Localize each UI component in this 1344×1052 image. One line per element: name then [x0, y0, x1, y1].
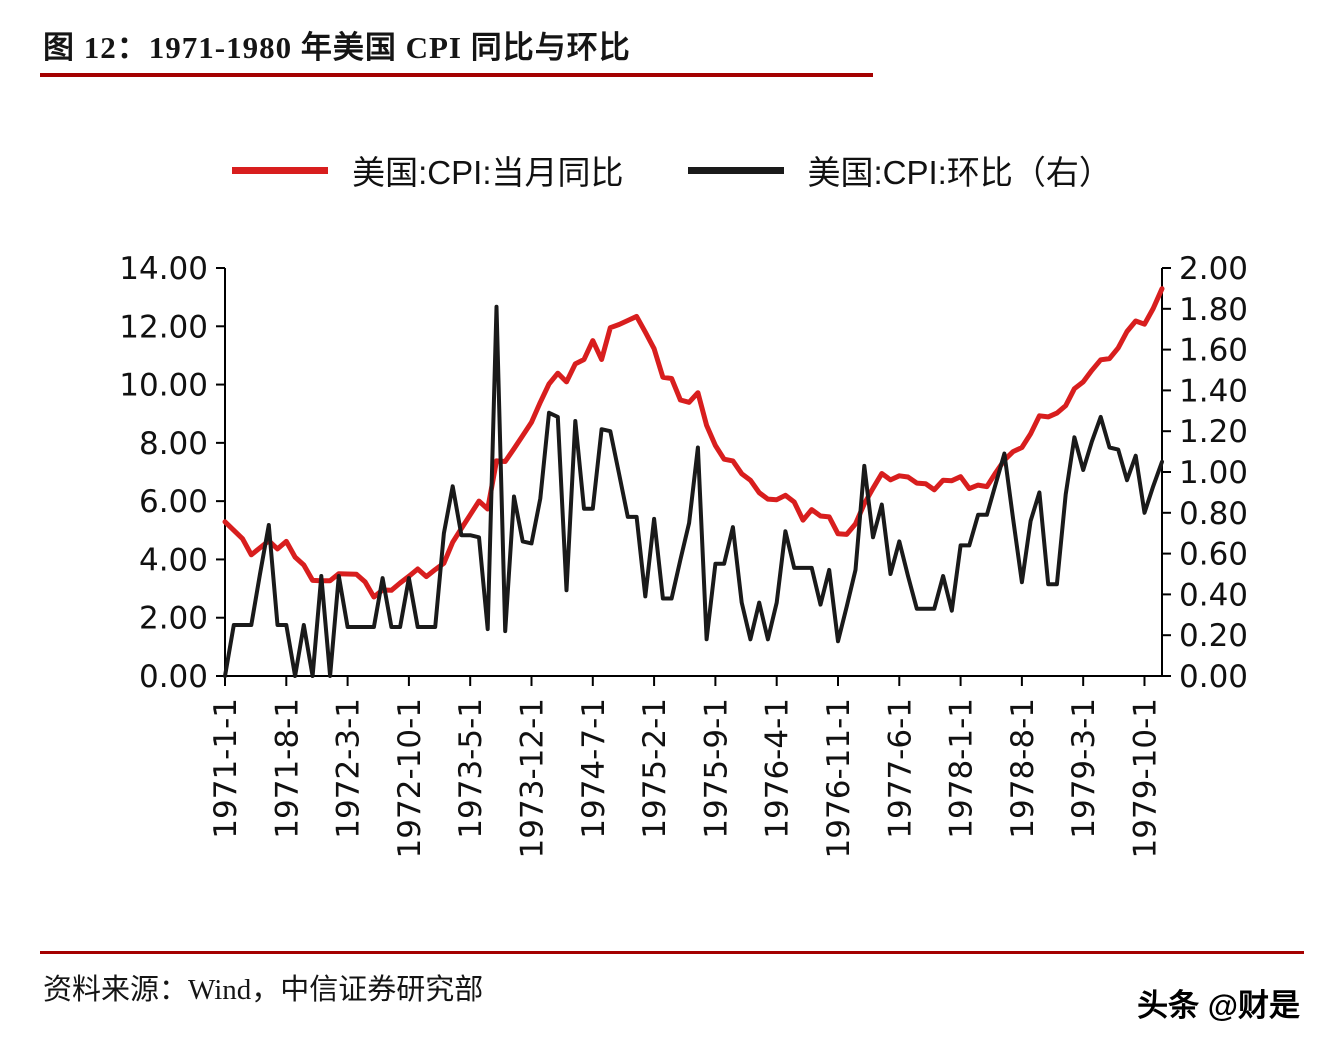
- x-axis-tick-label: 1971-1-1: [208, 698, 244, 839]
- right-axis-tick-label: 1.20: [1179, 414, 1248, 450]
- right-axis-tick-label: 0.00: [1179, 659, 1248, 695]
- right-axis-tick-label: 0.60: [1179, 537, 1248, 573]
- legend-item-mom: 美国:CPI:环比（右）: [687, 146, 1112, 194]
- x-axis-tick-label: 1972-10-1: [392, 698, 428, 858]
- right-axis-tick-label: 0.80: [1179, 496, 1248, 532]
- x-axis-tick-label: 1978-1-1: [944, 698, 980, 839]
- left-axis-tick-label: 12.00: [119, 309, 208, 345]
- legend-item-yoy: 美国:CPI:当月同比: [232, 146, 624, 194]
- left-axis-tick-label: 2.00: [139, 601, 208, 637]
- right-axis-tick-label: 0.40: [1179, 577, 1248, 613]
- yoy-line-swatch-icon: [232, 166, 329, 174]
- x-axis-tick-label: 1978-8-1: [1005, 698, 1041, 839]
- left-axis-tick-label: 0.00: [139, 659, 208, 695]
- right-axis-tick-label: 1.00: [1179, 455, 1248, 491]
- cpi-chart-svg: 0.00 2.00 4.00 6.00 8.00 10.00 12.00 14.00 0.00 0…: [119, 251, 1248, 858]
- x-axis-tick-label: 1979-10-1: [1127, 698, 1163, 858]
- left-axis-tick-label: 8.00: [139, 426, 208, 462]
- mom-line-swatch-icon: [687, 166, 784, 174]
- x-axis-tick-label: 1973-12-1: [514, 698, 550, 858]
- left-axis-tick-label: 6.00: [139, 484, 208, 520]
- left-axis-tick-label: 4.00: [139, 542, 208, 578]
- right-axis-tick-label: 2.00: [1179, 251, 1248, 287]
- x-axis-tick-label: 1974-7-1: [576, 698, 612, 839]
- left-axis-tick-label: 10.00: [119, 368, 208, 404]
- left-axis-tick-label: 14.00: [119, 251, 208, 287]
- chart-legend: 美国:CPI:当月同比 美国:CPI:环比（右）: [0, 146, 1344, 194]
- x-axis-tick-label: 1971-8-1: [269, 698, 305, 839]
- series-line-cpi-yoy: [222, 286, 1165, 600]
- figure-title: 图 12：1971-1980 年美国 CPI 同比与环比: [43, 30, 631, 65]
- x-axis-tick-label: 1975-9-1: [698, 698, 734, 839]
- right-axis-tick-label: 1.60: [1179, 333, 1248, 369]
- x-axis-tick-label: 1973-5-1: [453, 698, 489, 839]
- x-axis-tick-label: 1979-3-1: [1066, 698, 1102, 839]
- legend-label-mom: 美国:CPI:环比（右）: [807, 154, 1112, 191]
- x-axis-tick-label: 1976-11-1: [821, 698, 857, 858]
- x-axis-tick-label: 1972-3-1: [331, 698, 367, 839]
- watermark-text: 头条 @财是: [1137, 988, 1300, 1023]
- data-source-text: 资料来源：Wind，中信证券研究部: [43, 974, 484, 1006]
- x-axis-tick-label: 1976-4-1: [760, 698, 796, 839]
- right-axis-tick-label: 1.80: [1179, 292, 1248, 328]
- series-line-cpi-mom: [223, 304, 1164, 678]
- title-rule: [40, 73, 873, 77]
- x-axis-tick-label: 1975-2-1: [637, 698, 673, 839]
- right-axis-tick-label: 0.20: [1179, 618, 1248, 654]
- legend-label-yoy: 美国:CPI:当月同比: [352, 154, 624, 191]
- right-axis-tick-label: 1.40: [1179, 373, 1248, 409]
- source-rule: [40, 951, 1304, 954]
- x-axis-tick-label: 1977-6-1: [882, 698, 918, 839]
